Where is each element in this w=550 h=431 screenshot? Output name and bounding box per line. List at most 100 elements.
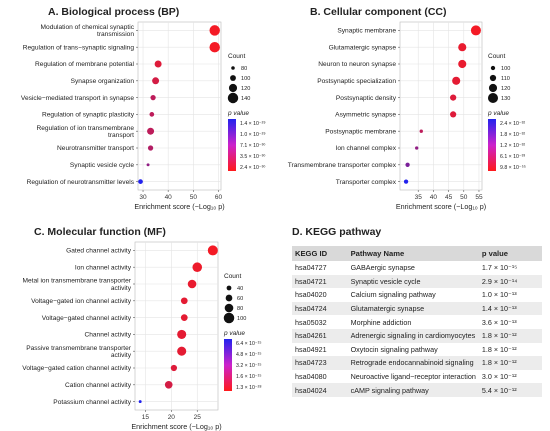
data-point	[419, 129, 423, 133]
category-label-line: transmission	[97, 31, 134, 38]
size-legend-dot	[231, 66, 235, 70]
kegg-id: hsa04721	[292, 274, 348, 289]
kegg-name: Retrograde endocannabinoid signaling	[347, 356, 479, 370]
x-tick-label: 35	[415, 194, 423, 201]
x-tick-label: 45	[445, 194, 453, 201]
kegg-p: 2.9 × 10⁻¹⁴	[478, 274, 542, 289]
category-label: Regulation of trans−synaptic signaling	[23, 44, 135, 51]
category-label-line: Gated channel activity	[66, 248, 132, 255]
kegg-table: KEGG ID Pathway Name p value hsa04727 GAB…	[292, 246, 542, 397]
category-label-line: Synaptic vesicle cycle	[70, 162, 134, 169]
category-label-line: transport	[108, 132, 134, 139]
panel-a-title: A. Biological process (BP)	[48, 6, 180, 18]
size-legend-label: 100	[501, 66, 510, 72]
kegg-p: 5.4 × 10⁻¹²	[478, 383, 542, 397]
category-label: Synapse organization	[71, 78, 135, 85]
color-legend-title: p value	[487, 110, 509, 117]
category-label: Synaptic vesicle cycle	[70, 162, 134, 169]
color-legend-label: 6.4 × 10⁻¹⁵	[236, 341, 262, 347]
kegg-header-row: KEGG ID Pathway Name p value	[292, 246, 542, 261]
color-legend-bar	[488, 119, 496, 171]
size-legend-label: 140	[241, 96, 250, 102]
kegg-p: 3.0 × 10⁻¹²	[478, 369, 542, 384]
x-tick-label: 55	[475, 194, 483, 201]
x-tick-label: 25	[194, 414, 202, 421]
size-legend-dot	[489, 74, 497, 82]
category-label-line: Ion channel activity	[75, 264, 132, 271]
panel-d-title: D. KEGG pathway	[292, 226, 382, 238]
data-point	[138, 400, 142, 404]
size-legend-label: 60	[237, 296, 243, 302]
size-legend-label: 80	[241, 66, 247, 72]
color-legend-label: 1.4 × 10⁻²⁹	[240, 121, 266, 127]
category-label-line: Regulation of synaptic plasticity	[42, 112, 135, 119]
data-point	[146, 163, 150, 167]
category-label: Gated channel activity	[66, 248, 132, 255]
size-legend-dot	[490, 65, 496, 71]
category-label-line: Voltage−gated channel activity	[42, 315, 132, 322]
color-legend-label: 7.1 × 10⁻³⁰	[240, 143, 265, 149]
kegg-header-name: Pathway Name	[347, 246, 479, 261]
x-axis-label: Enrichment score (−Log₁₀ p)	[396, 202, 486, 211]
data-point	[147, 145, 154, 151]
data-point	[152, 77, 160, 85]
color-legend-label: 1.8 × 10⁻³²	[500, 132, 525, 138]
x-tick-label: 40	[430, 194, 438, 201]
category-label: Cation channel activity	[65, 382, 132, 389]
kegg-row: hsa04921 Oxytocin signaling pathway 1.8 × …	[292, 342, 542, 357]
category-label: Regulation of membrane potential	[35, 61, 135, 68]
category-label: Postsynaptic density	[336, 95, 397, 102]
size-legend-dot	[224, 303, 234, 313]
color-legend-label: 1.2 × 10⁻³²	[500, 143, 525, 149]
x-tick-label: 50	[460, 194, 468, 201]
kegg-p: 1.4 × 10⁻¹³	[478, 301, 542, 316]
data-point	[470, 25, 481, 36]
color-legend-label: 2.4 × 10⁻³²	[500, 121, 525, 127]
category-label-line: Regulation of neurotransmitter levels	[27, 179, 135, 186]
data-point	[458, 43, 467, 52]
kegg-name: Neuroactive ligand−receptor interaction	[347, 369, 479, 384]
size-legend-label: 80	[237, 306, 243, 312]
data-point	[180, 314, 188, 321]
category-label-line: Asymmetric synapse	[335, 112, 396, 119]
kegg-header-id: KEGG ID	[292, 246, 348, 261]
panel-c-title: C. Molecular function (MF)	[34, 226, 166, 238]
size-legend-label: 110	[501, 76, 510, 82]
data-point	[164, 380, 173, 389]
data-point	[177, 329, 187, 339]
category-label: Potassium channel activity	[53, 399, 131, 406]
kegg-name: Morphine addiction	[347, 315, 479, 329]
data-point	[450, 111, 457, 118]
plot-area	[399, 21, 483, 191]
color-legend-label: 6.1 × 10⁻³³	[500, 154, 525, 160]
category-label: Voltage−gated channel activity	[42, 315, 132, 322]
kegg-p: 1.8 × 10⁻¹²	[478, 328, 542, 343]
data-point	[207, 245, 218, 256]
data-point	[150, 94, 156, 101]
category-label: Neurotransmitter transport	[57, 145, 134, 152]
x-tick-label: 40	[165, 194, 173, 201]
data-point	[149, 112, 155, 117]
x-tick-label: 15	[142, 414, 150, 421]
kegg-p: 3.6 × 10⁻¹³	[478, 315, 542, 329]
kegg-name: Oxytocin signaling pathway	[347, 342, 479, 357]
kegg-id: hsa04727	[292, 261, 348, 275]
category-label: Passive transmembrane transporter activit…	[26, 345, 132, 359]
kegg-row: hsa04261 Adrenergic signaling in cardiomy…	[292, 328, 542, 343]
category-label-line: Synaptic membrane	[337, 28, 396, 35]
data-point	[177, 346, 187, 356]
category-label: Synaptic membrane	[337, 28, 396, 35]
mf-chart: 15 20 25 Gated channel activity Ion channel …	[22, 241, 262, 431]
kegg-id: hsa04724	[292, 301, 348, 316]
category-label: Neuron to neuron synapse	[318, 61, 396, 68]
data-point	[458, 59, 467, 69]
plot-area	[137, 21, 222, 191]
category-label-line: Transporter complex	[336, 179, 397, 186]
size-legend-dot	[227, 92, 239, 104]
category-label-line: Regulation of ion transmembrane	[37, 125, 135, 132]
x-tick-label: 60	[215, 194, 223, 201]
data-point	[138, 179, 143, 184]
category-label-line: Vesicle−mediated transport in synapse	[21, 95, 134, 102]
kegg-p: 1.8 × 10⁻¹²	[478, 342, 542, 357]
kegg-p: 1.8 × 10⁻¹²	[478, 356, 542, 370]
